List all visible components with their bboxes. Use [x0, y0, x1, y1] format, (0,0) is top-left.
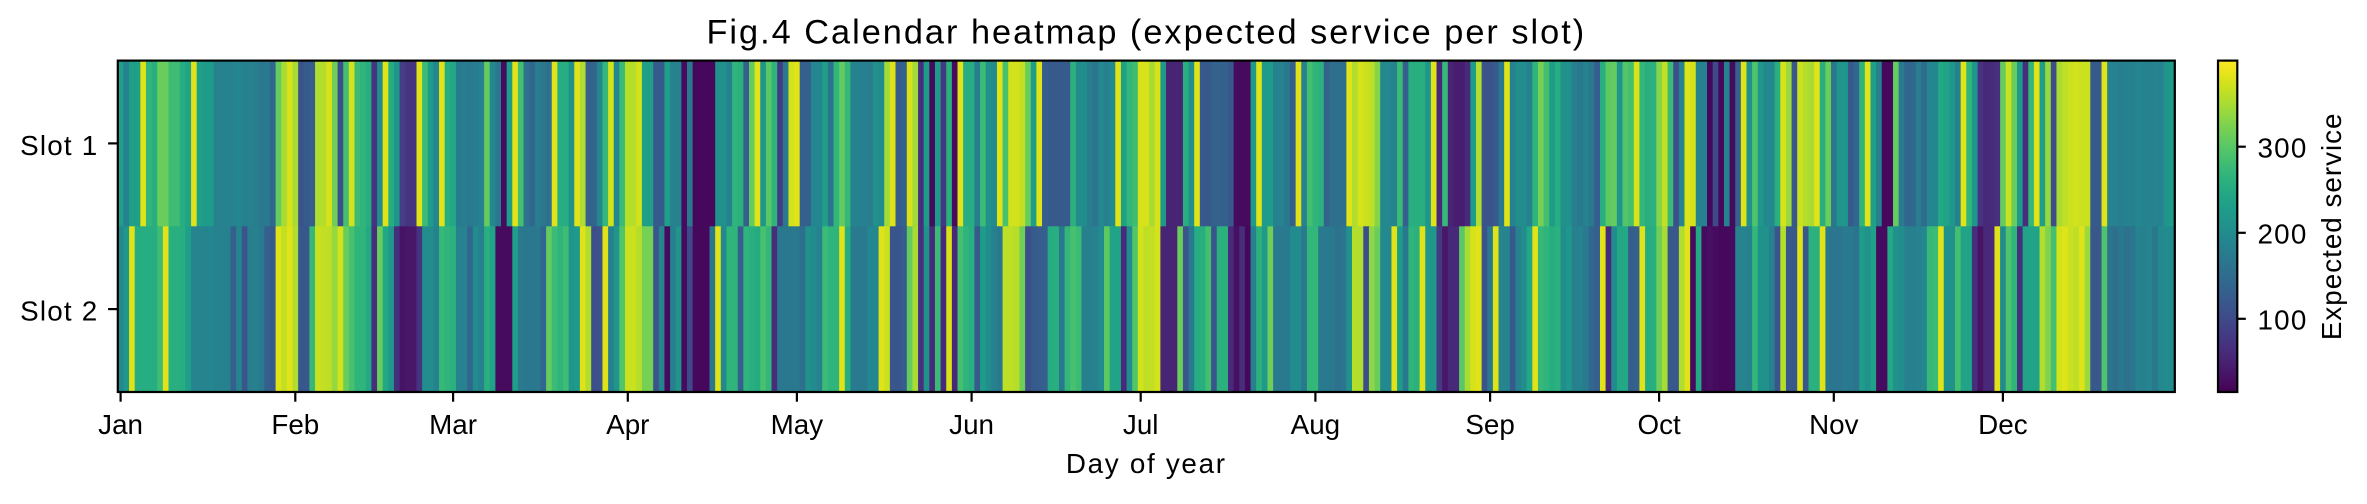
svg-text:Day of year: Day of year [1066, 448, 1227, 479]
svg-text:Aug: Aug [1291, 409, 1340, 440]
svg-text:Slot 2: Slot 2 [20, 296, 98, 327]
svg-text:Jul: Jul [1123, 409, 1159, 440]
svg-text:Fig.4 Calendar heatmap (expect: Fig.4 Calendar heatmap (expected service… [706, 14, 1586, 52]
svg-text:Feb: Feb [271, 409, 319, 440]
svg-text:Jan: Jan [98, 409, 143, 440]
svg-text:Apr: Apr [606, 409, 649, 440]
svg-text:100: 100 [2258, 304, 2308, 335]
svg-text:Sep: Sep [1465, 409, 1514, 440]
svg-text:Slot 1: Slot 1 [20, 130, 98, 161]
svg-text:Mar: Mar [429, 409, 477, 440]
svg-text:May: May [771, 409, 824, 440]
svg-text:Oct: Oct [1637, 409, 1681, 440]
svg-text:200: 200 [2258, 218, 2308, 249]
svg-text:Expected service: Expected service [2316, 112, 2347, 340]
svg-text:300: 300 [2258, 132, 2308, 163]
svg-text:Dec: Dec [1978, 409, 2028, 440]
svg-text:Nov: Nov [1809, 409, 1859, 440]
svg-text:Jun: Jun [949, 409, 994, 440]
